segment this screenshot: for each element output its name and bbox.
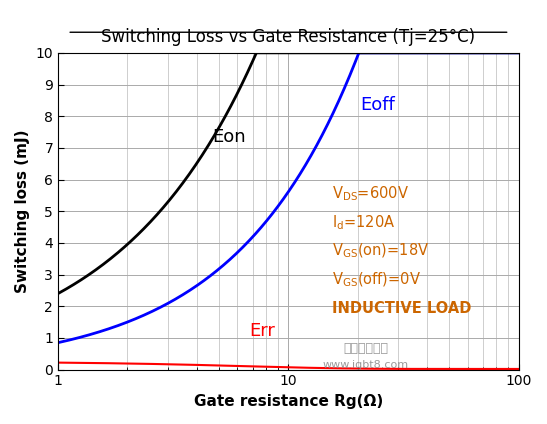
Text: V$_{\mathrm{GS}}$(on)=18V: V$_{\mathrm{GS}}$(on)=18V bbox=[332, 242, 429, 260]
X-axis label: Gate resistance Rg(Ω): Gate resistance Rg(Ω) bbox=[194, 394, 383, 409]
Text: 上海菱端电子: 上海菱端电子 bbox=[344, 342, 389, 355]
Y-axis label: Switching loss (mJ): Switching loss (mJ) bbox=[15, 129, 30, 293]
Text: Eon: Eon bbox=[212, 128, 246, 145]
Text: Err: Err bbox=[249, 322, 275, 340]
Text: Eoff: Eoff bbox=[360, 96, 394, 114]
Text: I$_{\mathrm{d}}$=120A: I$_{\mathrm{d}}$=120A bbox=[332, 213, 395, 232]
Text: V$_{\mathrm{DS}}$=600V: V$_{\mathrm{DS}}$=600V bbox=[332, 184, 409, 203]
Text: V$_{\mathrm{GS}}$(off)=0V: V$_{\mathrm{GS}}$(off)=0V bbox=[332, 271, 421, 289]
Text: www.igbt8.com: www.igbt8.com bbox=[323, 360, 409, 370]
Title: Switching Loss vs Gate Resistance (Tj=25°C): Switching Loss vs Gate Resistance (Tj=25… bbox=[101, 28, 475, 46]
Text: INDUCTIVE LOAD: INDUCTIVE LOAD bbox=[332, 301, 472, 315]
